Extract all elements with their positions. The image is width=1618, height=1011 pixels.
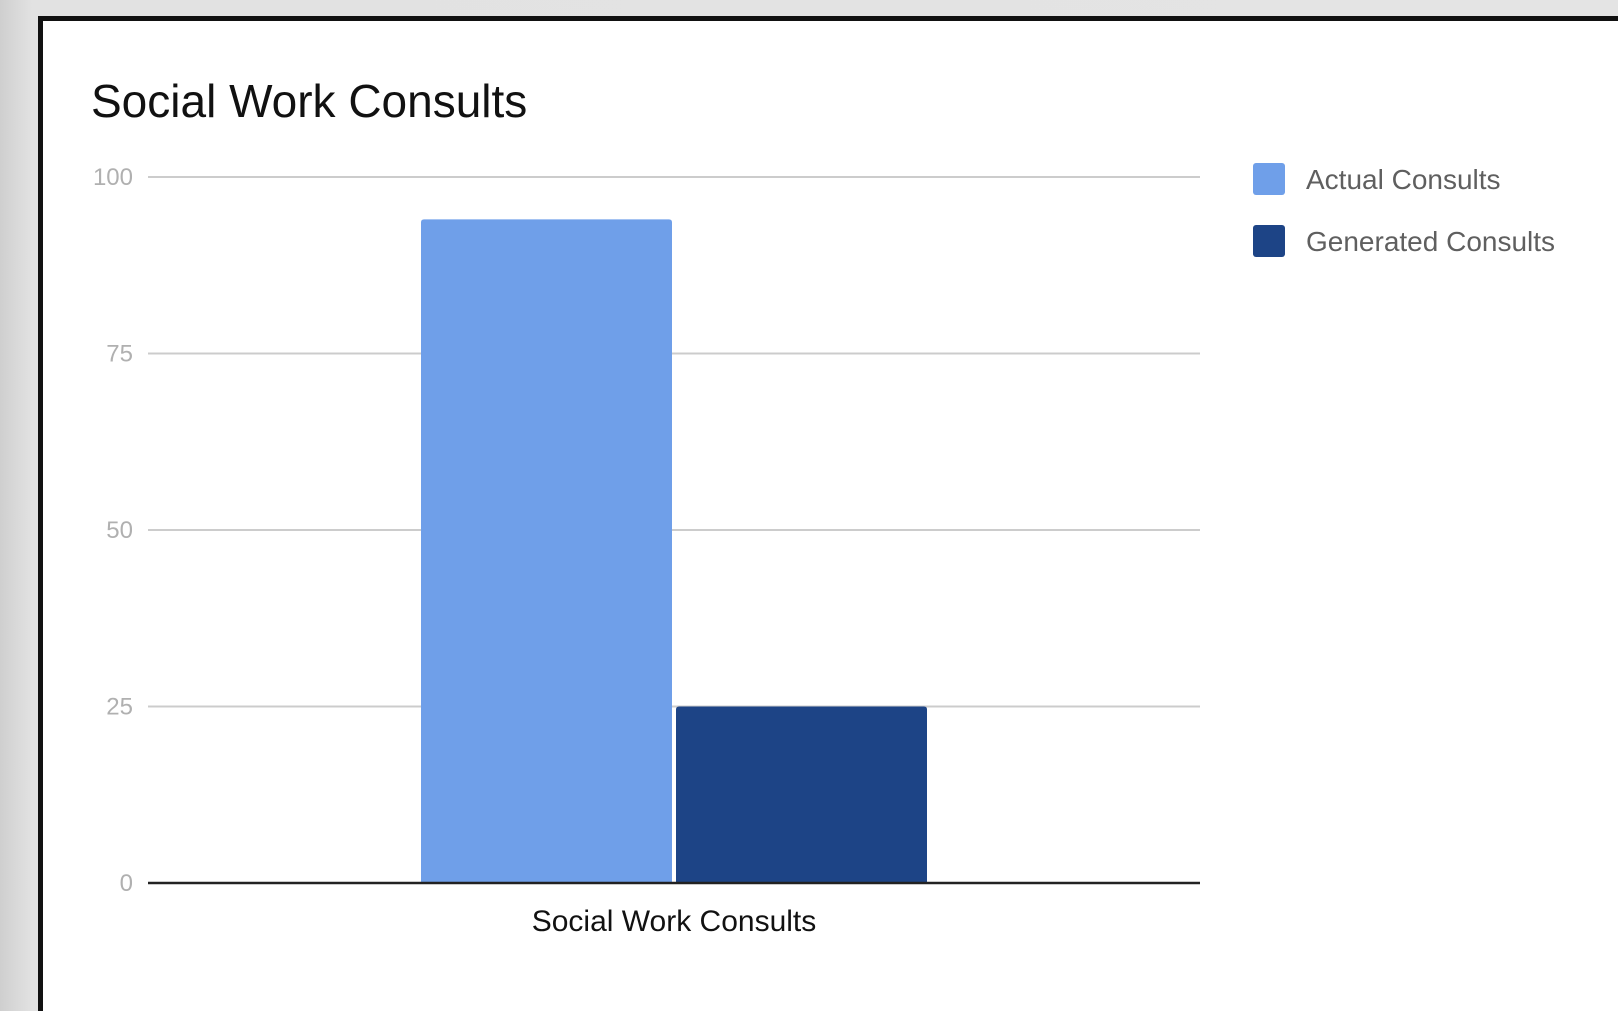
bar-chart: Social Work Consults 0 25 50 75 100 Social W…: [91, 75, 1555, 938]
grid-lines: [148, 176, 1200, 708]
y-axis-ticks: 0 25 50 75 100: [93, 164, 133, 897]
legend: Actual Consults Generated Consults: [1253, 163, 1555, 257]
bar-generated-consults: [676, 706, 927, 883]
legend-label: Actual Consults: [1306, 164, 1501, 195]
chart-panel: Social Work Consults 0 25 50 75 100 Social W…: [38, 16, 1618, 1011]
y-tick-label: 100: [93, 164, 133, 191]
y-tick-label: 0: [120, 870, 133, 897]
bar-actual-consults: [421, 219, 672, 884]
legend-label: Generated Consults: [1306, 226, 1555, 257]
y-tick-label: 50: [106, 517, 133, 544]
legend-swatch: [1253, 225, 1285, 257]
y-tick-label: 75: [106, 341, 133, 368]
y-tick-label: 25: [106, 694, 133, 721]
x-category-label: Social Work Consults: [532, 905, 817, 938]
category-labels: Social Work Consults: [532, 905, 817, 938]
legend-swatch: [1253, 163, 1285, 195]
bars: [421, 219, 927, 884]
chart-title: Social Work Consults: [91, 75, 527, 127]
